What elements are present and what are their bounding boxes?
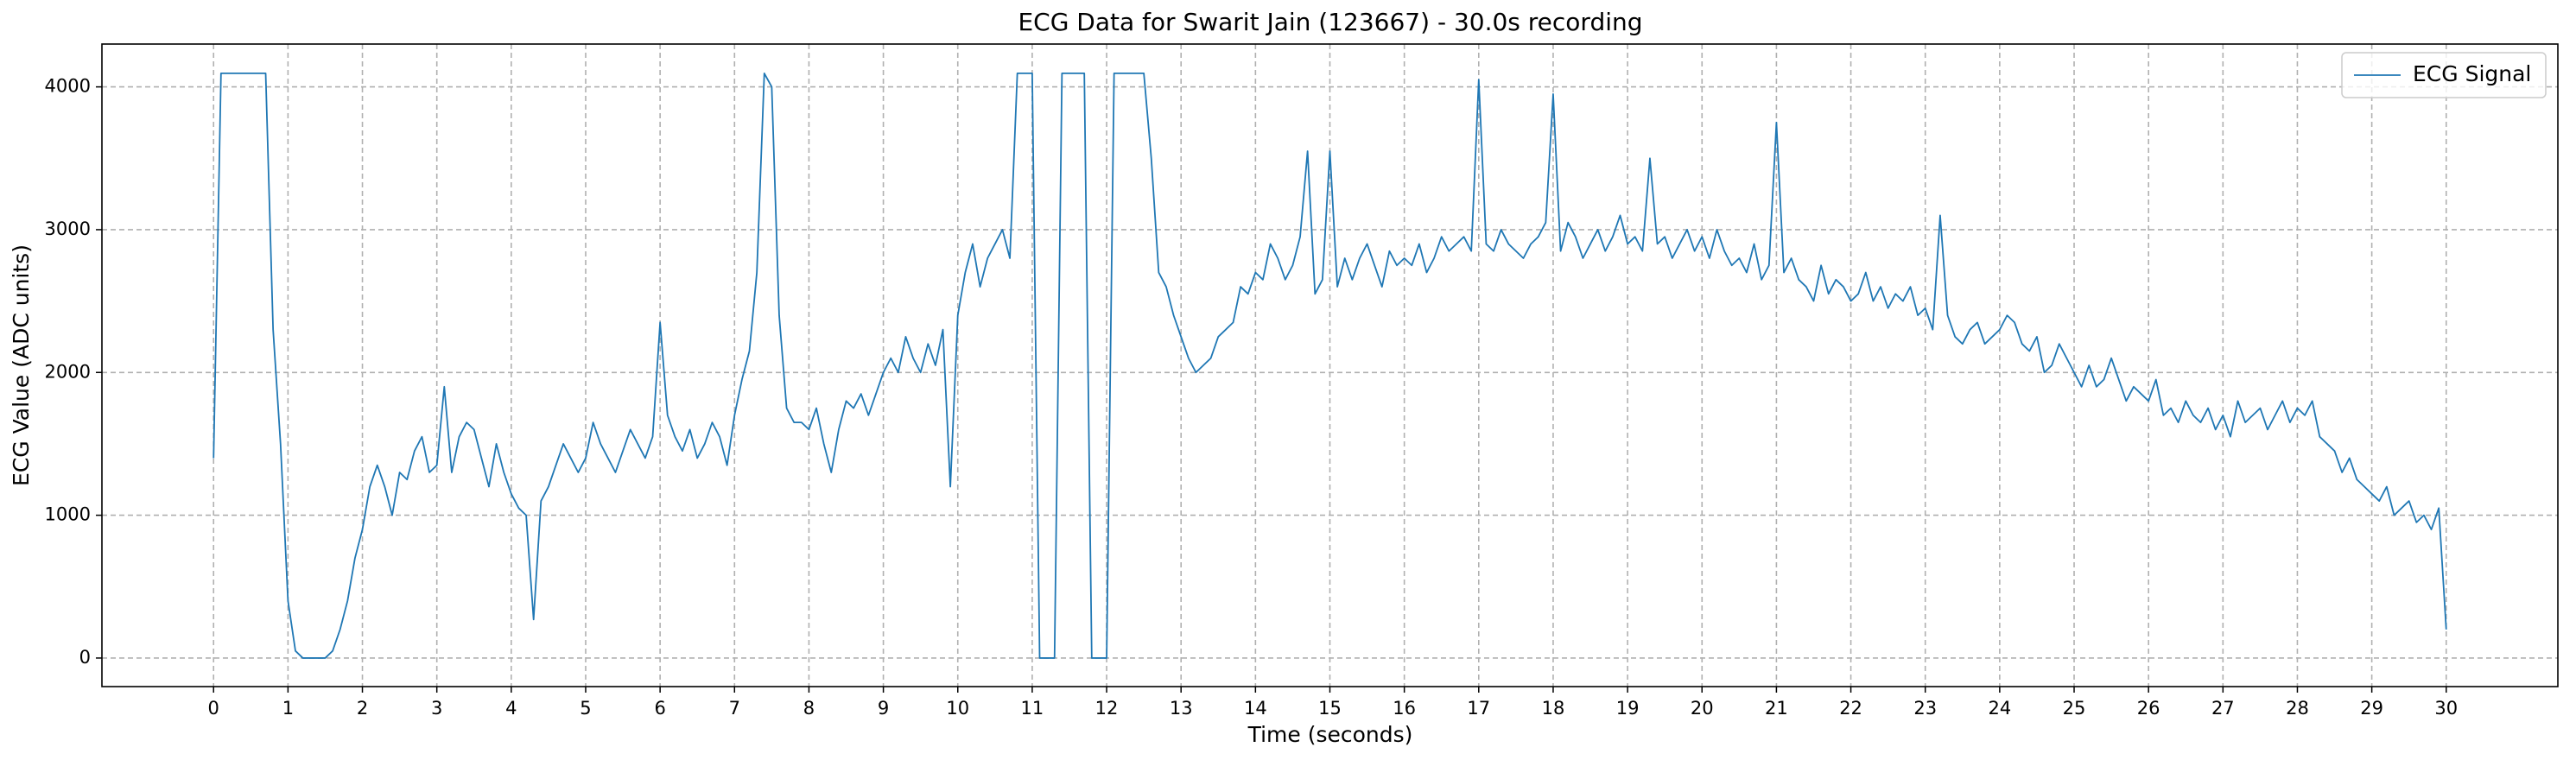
x-tick-label: 16 [1393,698,1416,719]
y-tick-label: 0 [79,647,91,668]
x-tick-label: 23 [1913,698,1937,719]
x-tick-label: 24 [1988,698,2011,719]
y-tick-label: 1000 [45,504,91,525]
x-tick-label: 2 [357,698,368,719]
x-tick-label: 1 [282,698,294,719]
ecg-line [213,72,2447,659]
chart-title: ECG Data for Swarit Jain (123667) - 30.0… [1018,8,1642,36]
x-tick-label: 26 [2137,698,2160,719]
x-tick-label: 8 [803,698,815,719]
x-tick-label: 3 [431,698,442,719]
x-tick-label: 17 [1467,698,1490,719]
x-tick-label: 27 [2211,698,2235,719]
x-tick-label: 28 [2286,698,2309,719]
x-tick-label: 6 [654,698,665,719]
plot-frame [101,43,2559,687]
x-tick-label: 13 [1170,698,1193,719]
x-tick-label: 15 [1318,698,1342,719]
x-tick-label: 9 [878,698,889,719]
x-tick-label: 10 [946,698,969,719]
x-tick-label: 0 [208,698,219,719]
x-tick-label: 30 [2434,698,2458,719]
grid [102,44,2558,687]
x-tick-label: 20 [1691,698,1714,719]
x-tick-label: 12 [1095,698,1119,719]
y-axis-label: ECG Value (ADC units) [9,244,34,486]
x-tick-label: 21 [1765,698,1788,719]
y-tick-label: 2000 [45,361,91,382]
x-tick-label: 18 [1542,698,1565,719]
x-axis-label: Time (seconds) [1247,722,1413,747]
x-tick-label: 4 [505,698,517,719]
y-tick-label: 3000 [45,218,91,239]
x-tick-label: 29 [2360,698,2383,719]
y-tick-label: 4000 [45,76,91,97]
legend-label: ECG Signal [2413,61,2531,86]
x-tick-label: 22 [1839,698,1862,719]
x-tick-label: 19 [1616,698,1640,719]
legend-box [2341,52,2547,98]
x-tick-label: 5 [580,698,591,719]
x-tick-label: 11 [1021,698,1044,719]
x-tick-label: 7 [729,698,740,719]
x-tick-label: 25 [2063,698,2086,719]
x-tick-label: 14 [1244,698,1267,719]
